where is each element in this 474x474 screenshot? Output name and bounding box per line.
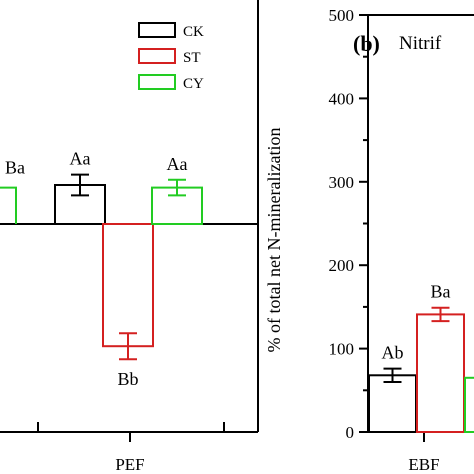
right-panel: 0 100 200 300 400 500 Ab Ba — [329, 6, 474, 442]
legend-label-cy: CY — [183, 76, 204, 92]
bar-partial-cy — [0, 186, 17, 224]
bar-cy — [464, 376, 474, 434]
y-tick-label: 400 — [329, 89, 355, 108]
bar-st — [102, 223, 154, 348]
legend-swatch-st — [138, 48, 176, 64]
y-axis-label: % of total net N-mineralization — [264, 128, 284, 353]
bar-st — [416, 313, 465, 434]
panel-title: Nitrif — [399, 33, 442, 54]
y-tick-label: 0 — [346, 423, 355, 442]
left-category-label: PEF — [115, 455, 144, 474]
bar-label-ck: Ab — [382, 343, 404, 363]
panel-label: (b) — [353, 31, 380, 56]
bar-label-st: Bb — [117, 369, 138, 389]
y-tick-label: 200 — [329, 256, 355, 275]
legend-swatch-cy — [138, 74, 176, 90]
bar-label-partial: Ba — [5, 158, 25, 178]
y-tick-label: 500 — [329, 6, 355, 25]
y-tick-label: 300 — [329, 173, 355, 192]
legend-swatch-ck — [138, 22, 176, 38]
right-category-label: EBF — [408, 455, 439, 474]
bar-label-cy: Aa — [167, 154, 188, 174]
legend-label-st: ST — [183, 50, 201, 66]
bar-label-st: Ba — [431, 282, 451, 302]
y-tick-label: 100 — [329, 340, 355, 359]
legend-label-ck: CK — [183, 24, 204, 40]
left-panel: Ba Aa Bb Aa — [0, 0, 259, 442]
bar-ck — [368, 374, 417, 433]
bar-label-ck: Aa — [70, 149, 91, 169]
legend: CK ST CY — [138, 22, 204, 92]
